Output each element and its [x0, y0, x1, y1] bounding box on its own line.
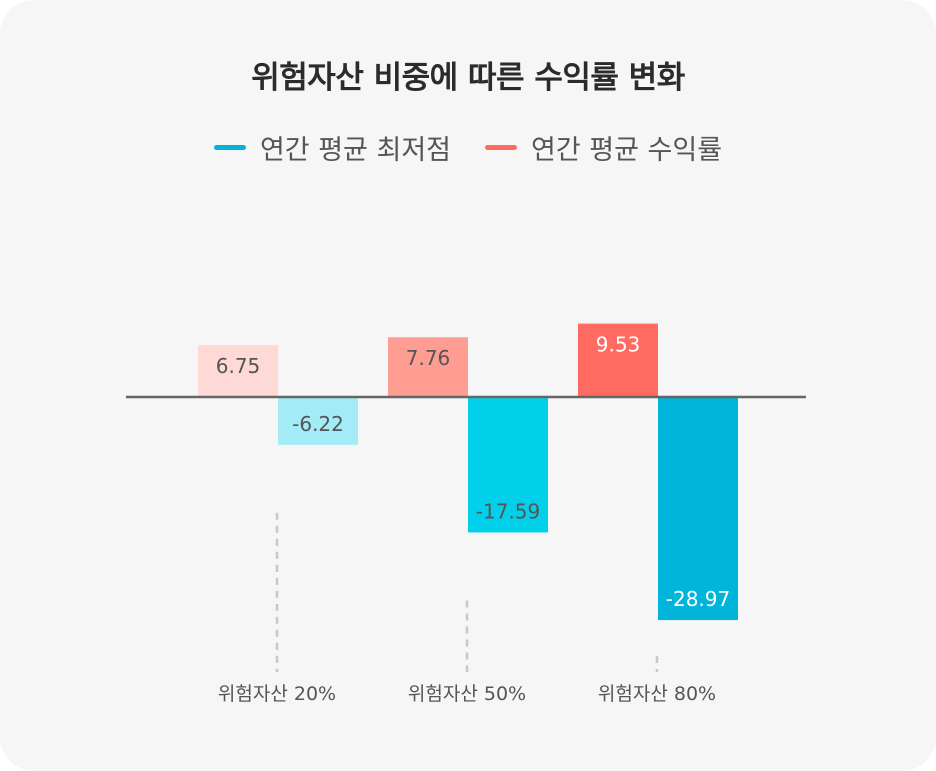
legend-label-return: 연간 평균 수익률	[531, 135, 723, 166]
legend-label-lowest: 연간 평균 최저점	[259, 135, 451, 166]
bar-lowest-1	[278, 397, 358, 445]
value-label-return-2: 7.76	[406, 346, 451, 370]
value-label-return-1: 6.75	[216, 354, 261, 378]
bar-return-1	[198, 345, 278, 397]
value-label-lowest-2: -17.59	[476, 499, 540, 523]
legend-swatch-lowest	[213, 145, 246, 150]
legend-swatch-return	[485, 145, 517, 150]
legend-item-lowest: 연간 평균 최저점	[213, 128, 451, 167]
value-label-lowest-3: -28.97	[666, 587, 730, 611]
category-label-2: 위험자산 50%	[408, 683, 526, 705]
chart-title: 위험자산 비중에 따른 수익률 변화	[251, 60, 685, 96]
bar-return-3	[578, 323, 658, 397]
legend-item-return: 연간 평균 수익률	[485, 128, 722, 167]
category-label-1: 위험자산 20%	[218, 683, 336, 705]
bar-lowest-2	[468, 397, 548, 533]
bar-return-2	[388, 337, 468, 397]
value-label-lowest-1: -6.22	[292, 412, 344, 436]
category-label-3: 위험자산 80%	[598, 683, 716, 705]
bar-lowest-3	[658, 397, 738, 621]
value-label-return-3: 9.53	[596, 333, 641, 357]
chart-legend: 연간 평균 최저점 연간 평균 수익률	[0, 128, 936, 167]
